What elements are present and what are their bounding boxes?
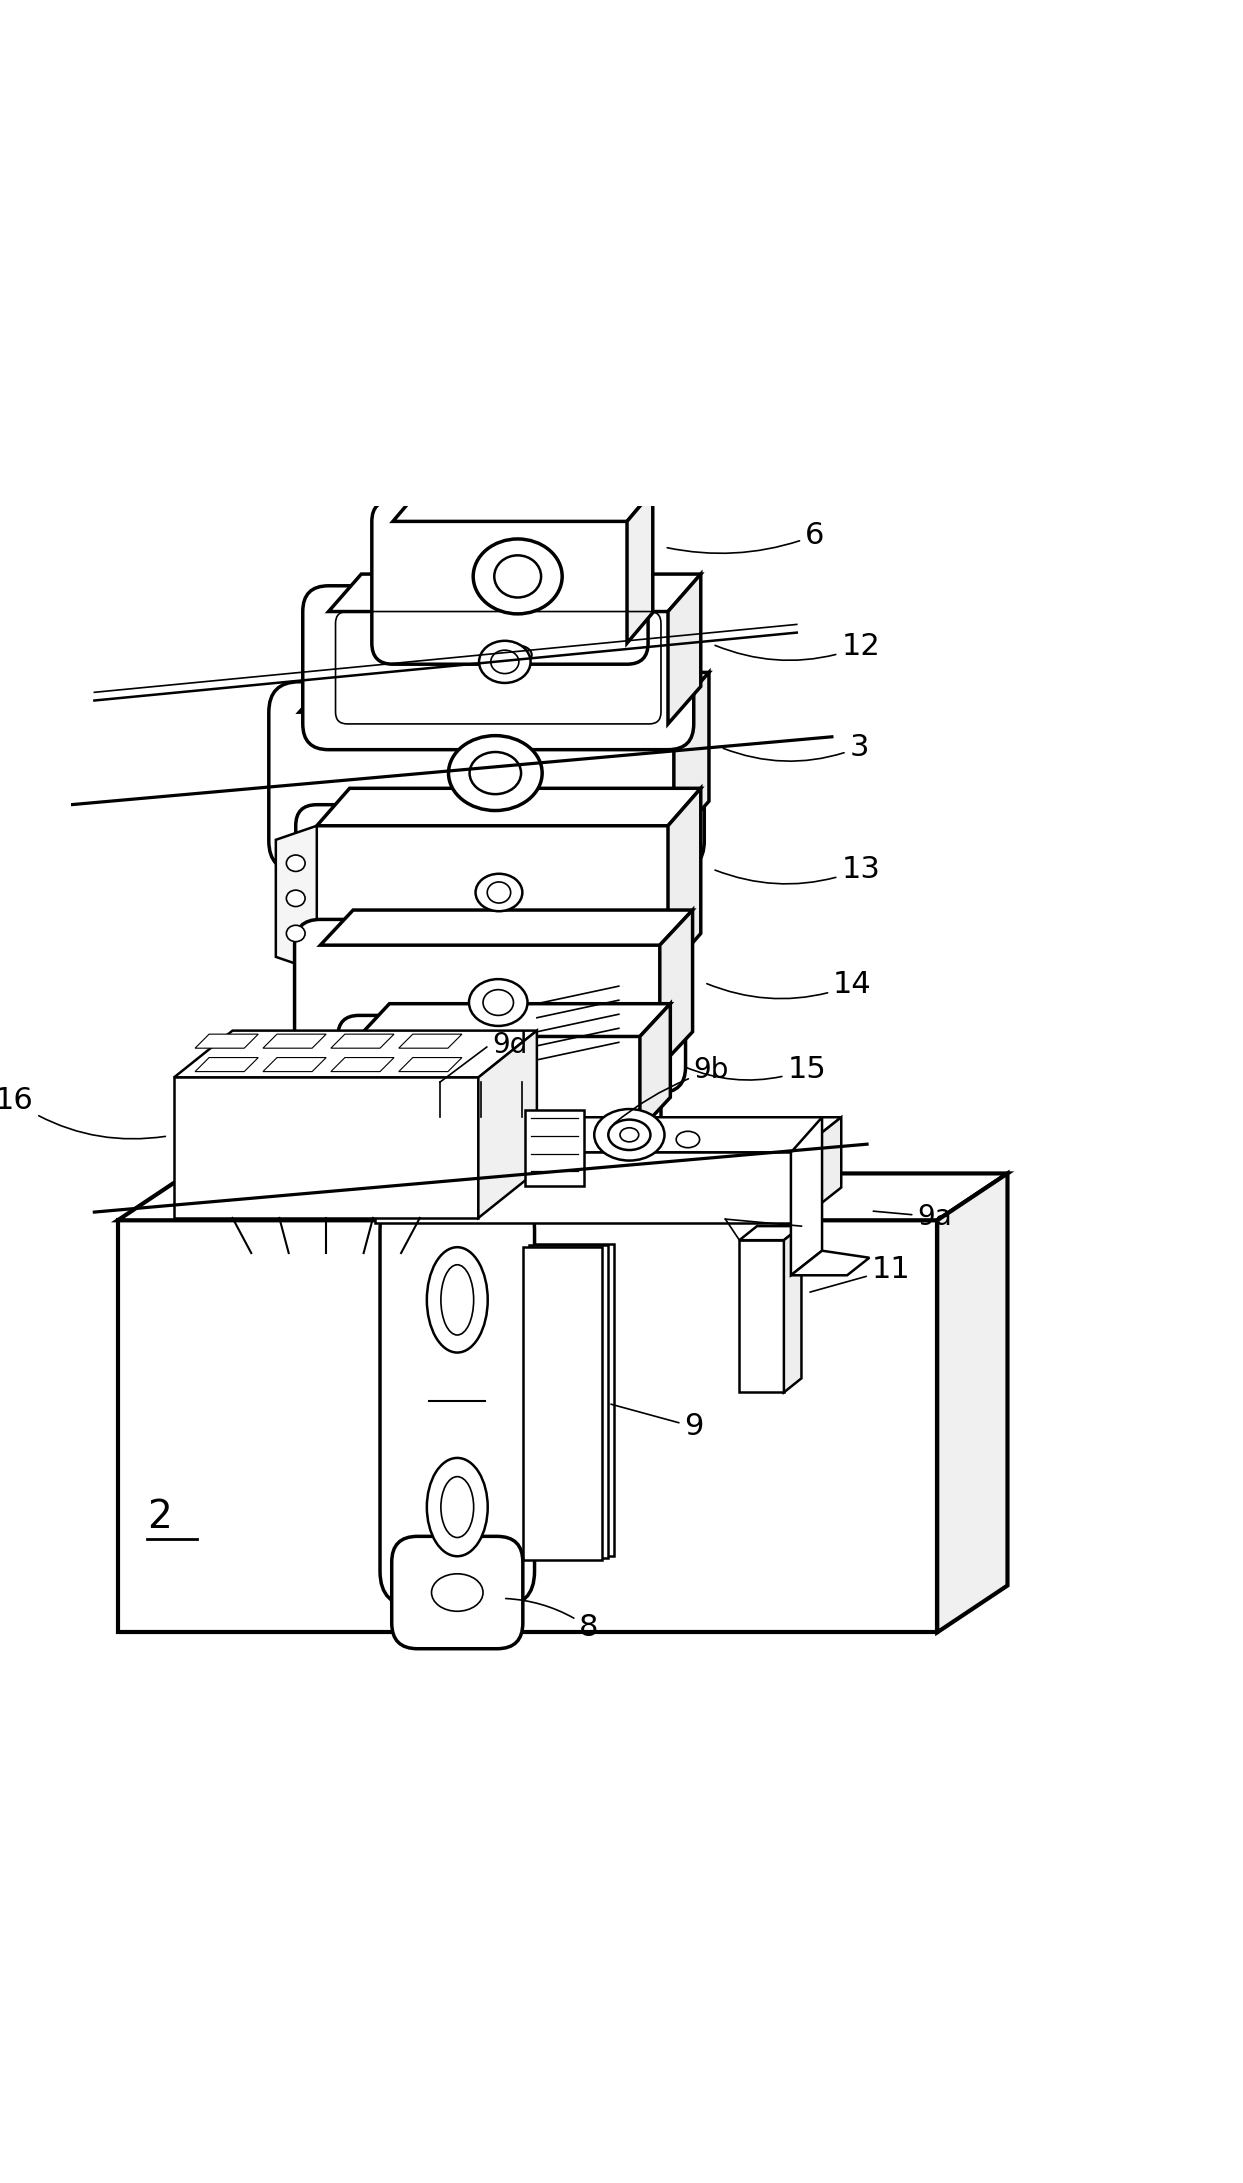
Polygon shape [528,1246,608,1559]
Ellipse shape [487,882,511,904]
Ellipse shape [620,1129,639,1142]
Polygon shape [784,1227,802,1393]
Text: 11: 11 [810,1255,910,1292]
Ellipse shape [495,554,541,598]
Polygon shape [791,1118,822,1275]
Polygon shape [359,1004,670,1037]
Polygon shape [174,1078,479,1218]
Ellipse shape [441,1476,474,1537]
Polygon shape [534,1244,614,1556]
Ellipse shape [449,736,542,810]
Polygon shape [791,1251,869,1275]
Ellipse shape [676,1131,700,1148]
FancyBboxPatch shape [372,500,648,664]
Text: 14: 14 [707,971,871,1000]
FancyBboxPatch shape [303,585,694,749]
Ellipse shape [426,1246,487,1353]
Polygon shape [375,1118,842,1153]
FancyBboxPatch shape [296,806,689,991]
Polygon shape [674,672,709,840]
Ellipse shape [470,751,521,795]
Polygon shape [626,491,653,644]
Polygon shape [667,574,701,725]
Ellipse shape [491,651,518,675]
Polygon shape [276,825,317,971]
Polygon shape [797,1118,842,1222]
Polygon shape [264,1035,326,1048]
Polygon shape [523,1246,603,1561]
Ellipse shape [469,980,527,1026]
Polygon shape [393,491,653,522]
Polygon shape [399,1057,462,1072]
Text: 16: 16 [0,1087,165,1140]
Polygon shape [375,1153,797,1222]
Ellipse shape [476,873,522,910]
Polygon shape [174,1030,537,1078]
Text: 9a: 9a [874,1203,952,1231]
Text: 9d: 9d [492,1030,528,1059]
Polygon shape [331,1057,394,1072]
Polygon shape [118,1220,937,1633]
Ellipse shape [441,1264,474,1336]
Polygon shape [317,788,701,825]
Ellipse shape [484,989,513,1015]
FancyBboxPatch shape [392,1537,523,1648]
Ellipse shape [286,856,305,871]
Ellipse shape [474,539,562,613]
Polygon shape [740,1240,784,1393]
Polygon shape [264,1057,326,1072]
Text: 3: 3 [723,733,869,762]
Polygon shape [640,1004,670,1131]
Ellipse shape [479,642,531,683]
Polygon shape [479,1030,537,1218]
Text: 15: 15 [685,1054,827,1083]
Ellipse shape [503,646,532,664]
Ellipse shape [608,1120,650,1150]
FancyBboxPatch shape [295,919,686,1094]
FancyBboxPatch shape [338,1015,661,1150]
Text: 2: 2 [147,1498,172,1537]
Polygon shape [321,910,692,945]
Ellipse shape [431,1574,484,1611]
Text: 13: 13 [715,854,880,884]
Text: 8: 8 [506,1598,599,1642]
Polygon shape [118,1174,1008,1220]
Polygon shape [195,1035,259,1048]
Polygon shape [660,910,692,1067]
Polygon shape [300,672,709,712]
Polygon shape [399,1035,462,1048]
Text: 9: 9 [612,1404,704,1441]
Polygon shape [526,1109,584,1185]
Ellipse shape [286,891,305,906]
Polygon shape [195,1057,259,1072]
Polygon shape [740,1227,802,1240]
Polygon shape [667,788,701,971]
Polygon shape [331,1035,394,1048]
FancyBboxPatch shape [268,681,705,871]
Polygon shape [328,574,701,611]
Text: 6: 6 [667,522,824,552]
Ellipse shape [594,1109,665,1161]
Ellipse shape [286,926,305,941]
Polygon shape [937,1174,1008,1633]
FancyBboxPatch shape [380,1194,534,1607]
Ellipse shape [426,1458,487,1556]
Text: 12: 12 [715,633,880,661]
Text: 9b: 9b [614,1057,730,1124]
